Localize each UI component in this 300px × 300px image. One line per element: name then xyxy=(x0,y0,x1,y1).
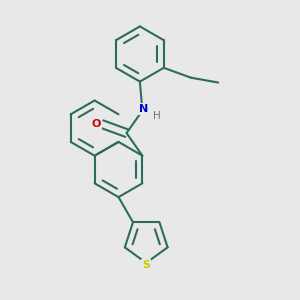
Text: H: H xyxy=(153,111,161,121)
Text: N: N xyxy=(139,104,148,114)
Text: S: S xyxy=(142,260,150,270)
Text: O: O xyxy=(92,119,101,129)
